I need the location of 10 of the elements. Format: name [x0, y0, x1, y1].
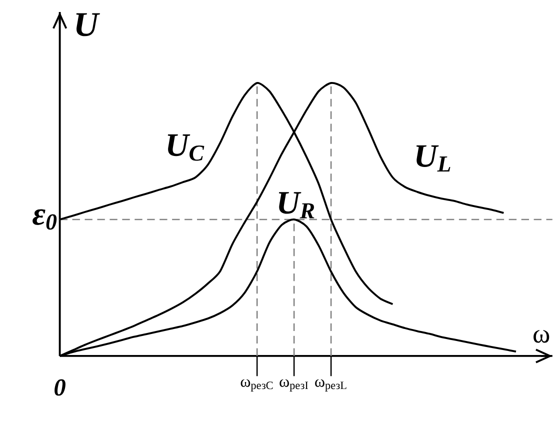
series-label: U$_{L}$ [416, 145, 450, 172]
series-label: U$_{C}$ [168, 134, 204, 161]
x-tick-label: 0 [54, 379, 66, 396]
x-tick-label: ω$_{резI}$ [280, 379, 308, 392]
ref-line-label: ε$_{0}$ [32, 209, 57, 230]
x-axis-title: ω [534, 330, 550, 343]
series-label: U$_{R}$ [278, 192, 314, 218]
x-tick-label: ω$_{резC}$ [240, 379, 273, 392]
y-axis-title: U [76, 13, 100, 36]
x-tick-label: ω$_{резL}$ [315, 379, 346, 392]
